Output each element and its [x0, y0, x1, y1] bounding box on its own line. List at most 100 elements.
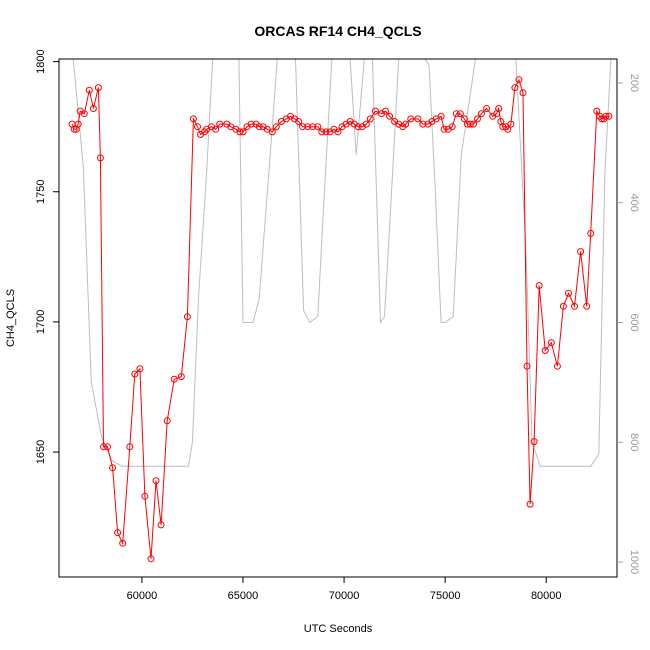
x-axis: 60000 65000 70000 75000 80000: [127, 576, 562, 602]
data-point: [526, 500, 534, 508]
data-point: [80, 110, 88, 118]
data-point: [216, 120, 224, 128]
data-point: [94, 84, 102, 92]
data-point: [541, 347, 549, 354]
secondary-series: [72, 58, 612, 467]
data-point: [119, 539, 127, 547]
data-point: [268, 128, 276, 136]
data-point: [126, 443, 134, 451]
data-point: [170, 375, 178, 383]
x-axis-label: UTC Seconds: [304, 623, 373, 635]
data-point: [272, 123, 280, 131]
data-point: [553, 362, 561, 370]
data-point: [354, 123, 362, 131]
y-axis-left: 1650 1700 1750 1800: [35, 49, 59, 464]
primary-line: [71, 78, 609, 559]
data-point: [189, 115, 197, 123]
data-point: [466, 120, 474, 128]
data-point: [414, 115, 422, 123]
data-point: [136, 365, 144, 373]
data-point: [194, 123, 201, 131]
data-point: [152, 477, 160, 485]
data-point: [114, 529, 122, 537]
y-axis-label: CH4_QCLS: [5, 289, 17, 347]
plot-frame: [58, 58, 618, 578]
data-point: [247, 120, 255, 128]
data-point: [483, 105, 491, 112]
data-point: [366, 115, 374, 123]
data-point: [511, 84, 519, 92]
data-point: [507, 120, 515, 128]
data-point: [419, 120, 427, 128]
data-point: [593, 107, 601, 115]
data-point: [386, 112, 394, 120]
data-point: [141, 492, 149, 500]
data-point: [495, 105, 503, 112]
data-point: [382, 107, 389, 115]
data-point: [587, 229, 595, 237]
data-point: [478, 110, 485, 118]
data-point: [559, 302, 567, 310]
data-point: [239, 128, 247, 136]
data-point: [547, 339, 555, 347]
data-point: [519, 89, 527, 97]
data-point: [212, 125, 220, 133]
data-point: [605, 112, 613, 120]
y-tick-label: 1650: [35, 440, 47, 464]
data-point: [309, 123, 317, 131]
y-axis-right: 200 400 600 800 1000: [617, 74, 640, 574]
data-point: [402, 120, 410, 128]
data-point: [515, 76, 523, 84]
data-point: [157, 521, 165, 529]
data-point: [452, 110, 460, 118]
y2-tick-label: 1000: [628, 550, 640, 574]
data-point: [314, 123, 322, 131]
data-point: [371, 107, 379, 115]
data-point: [100, 443, 107, 451]
data-point: [255, 123, 263, 131]
data-point: [104, 443, 111, 451]
data-point: [571, 302, 578, 310]
data-point: [530, 438, 538, 446]
x-tick-label: 75000: [430, 590, 461, 602]
y-tick-label: 1750: [35, 180, 47, 204]
data-point: [362, 120, 370, 128]
data-point: [602, 112, 610, 120]
data-point: [448, 123, 456, 131]
x-tick-label: 80000: [531, 590, 562, 602]
data-point: [456, 110, 464, 118]
data-point: [131, 370, 139, 378]
chart-title: ORCAS RF14 CH4_QCLS: [254, 23, 421, 39]
data-point: [85, 86, 93, 94]
y2-tick-label: 400: [628, 194, 640, 212]
data-point: [299, 123, 307, 131]
data-point: [470, 120, 477, 128]
x-tick-label: 65000: [228, 590, 259, 602]
data-point: [304, 123, 312, 131]
y2-tick-label: 600: [628, 313, 640, 331]
data-point: [460, 115, 468, 123]
data-point: [504, 125, 512, 133]
x-tick-label: 70000: [329, 590, 360, 602]
data-point: [334, 128, 342, 136]
secondary-line: [72, 58, 612, 467]
data-point: [89, 105, 97, 112]
y2-tick-label: 200: [628, 74, 640, 92]
data-point: [523, 362, 531, 370]
data-point: [437, 112, 445, 120]
data-point: [577, 248, 585, 256]
data-point: [322, 128, 330, 136]
data-point: [96, 154, 104, 162]
y-tick-label: 1700: [35, 310, 47, 334]
data-point: [440, 125, 448, 133]
data-point: [147, 555, 155, 563]
data-point: [70, 125, 78, 133]
data-point: [583, 302, 591, 310]
data-point: [236, 128, 244, 136]
data-point: [474, 115, 481, 123]
data-point: [183, 313, 191, 321]
data-point: [74, 120, 82, 128]
data-point: [163, 417, 171, 425]
data-point: [318, 128, 326, 136]
